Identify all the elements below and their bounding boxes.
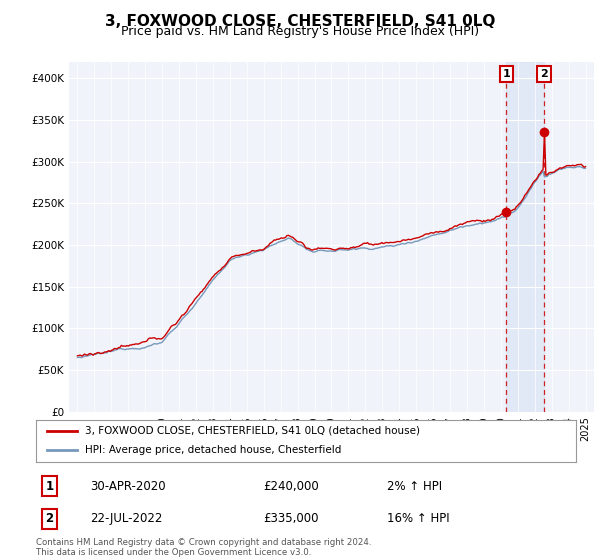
Text: 1: 1: [46, 480, 53, 493]
Text: 2: 2: [540, 69, 548, 79]
Text: 16% ↑ HPI: 16% ↑ HPI: [387, 512, 449, 525]
Text: 30-APR-2020: 30-APR-2020: [90, 480, 166, 493]
Text: Contains HM Land Registry data © Crown copyright and database right 2024.
This d: Contains HM Land Registry data © Crown c…: [36, 538, 371, 557]
Text: 3, FOXWOOD CLOSE, CHESTERFIELD, S41 0LQ: 3, FOXWOOD CLOSE, CHESTERFIELD, S41 0LQ: [105, 14, 495, 29]
Text: 1: 1: [503, 69, 511, 79]
Bar: [506, 62, 544, 412]
Text: £240,000: £240,000: [263, 480, 319, 493]
Text: Price paid vs. HM Land Registry's House Price Index (HPI): Price paid vs. HM Land Registry's House …: [121, 25, 479, 38]
Text: £335,000: £335,000: [263, 512, 318, 525]
Text: 22-JUL-2022: 22-JUL-2022: [90, 512, 163, 525]
Text: HPI: Average price, detached house, Chesterfield: HPI: Average price, detached house, Ches…: [85, 445, 341, 455]
Text: 2% ↑ HPI: 2% ↑ HPI: [387, 480, 442, 493]
Text: 2: 2: [46, 512, 53, 525]
Text: 3, FOXWOOD CLOSE, CHESTERFIELD, S41 0LQ (detached house): 3, FOXWOOD CLOSE, CHESTERFIELD, S41 0LQ …: [85, 426, 419, 436]
